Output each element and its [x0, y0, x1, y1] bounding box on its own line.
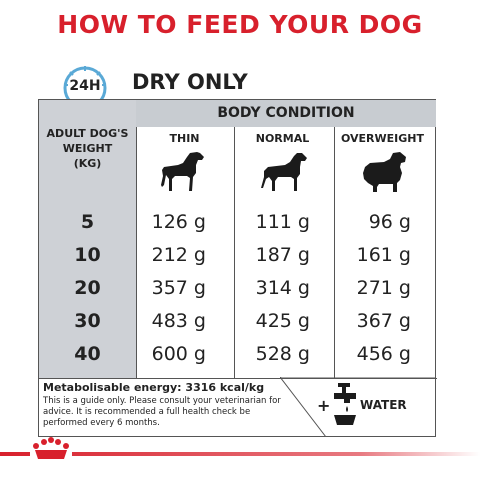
thin-dog-icon [161, 152, 204, 191]
weight-cell: 40 [74, 343, 101, 365]
weight-cell: 30 [74, 310, 101, 332]
feeding-table: BODY CONDITION ADULT DOG'S WEIGHT (KG) T… [38, 99, 437, 437]
weight-header: ADULT DOG'S WEIGHT (KG) [46, 127, 129, 170]
normal-amount: 425 g [255, 310, 310, 332]
weight-cell: 10 [74, 244, 101, 266]
water-tap-bowl-icon [334, 383, 356, 425]
water-label: WATER [360, 398, 407, 412]
overweight-amount: 96 g [368, 211, 411, 233]
overweight-amount: 367 g [356, 310, 411, 332]
normal-amount: 528 g [255, 343, 310, 365]
normal-amount: 111 g [255, 211, 310, 233]
column-header-overweight: OVERWEIGHT [340, 132, 425, 145]
overweight-dog-icon [363, 152, 406, 192]
table-bottom-line [39, 378, 437, 379]
overweight-amount: 271 g [356, 277, 411, 299]
weight-column-bg [39, 100, 136, 378]
body-condition-band [136, 100, 436, 127]
column-header-normal: NORMAL [255, 132, 310, 145]
weight-cell: 20 [74, 277, 101, 299]
column-divider [234, 127, 235, 378]
energy-text: Metabolisable energy: 3316 kcal/kg [43, 381, 265, 394]
thin-amount: 600 g [151, 343, 206, 365]
normal-amount: 314 g [255, 277, 310, 299]
footer-red-line [0, 452, 480, 456]
normal-dog-icon [261, 153, 307, 191]
water-section [280, 377, 435, 437]
thin-amount: 357 g [151, 277, 206, 299]
overweight-amount: 161 g [356, 244, 411, 266]
royal-canin-crown-icon [30, 437, 72, 463]
thin-amount: 483 g [151, 310, 206, 332]
thin-amount: 212 g [151, 244, 206, 266]
overweight-amount: 456 g [356, 343, 411, 365]
clock-24h-icon [63, 66, 107, 109]
clock-label: 24H [69, 78, 101, 94]
guide-note: This is a guide only. Please consult you… [43, 396, 281, 428]
plus-sign: + [317, 396, 331, 415]
weight-cell: 5 [80, 211, 95, 233]
column-divider [334, 127, 335, 378]
page-title: HOW TO FEED YOUR DOG [57, 10, 423, 39]
column-header-thin: THIN [169, 132, 200, 145]
column-divider [136, 127, 137, 378]
thin-amount: 126 g [151, 211, 206, 233]
normal-amount: 187 g [255, 244, 310, 266]
body-condition-header: BODY CONDITION [217, 105, 355, 121]
subtitle: DRY ONLY [132, 70, 248, 94]
